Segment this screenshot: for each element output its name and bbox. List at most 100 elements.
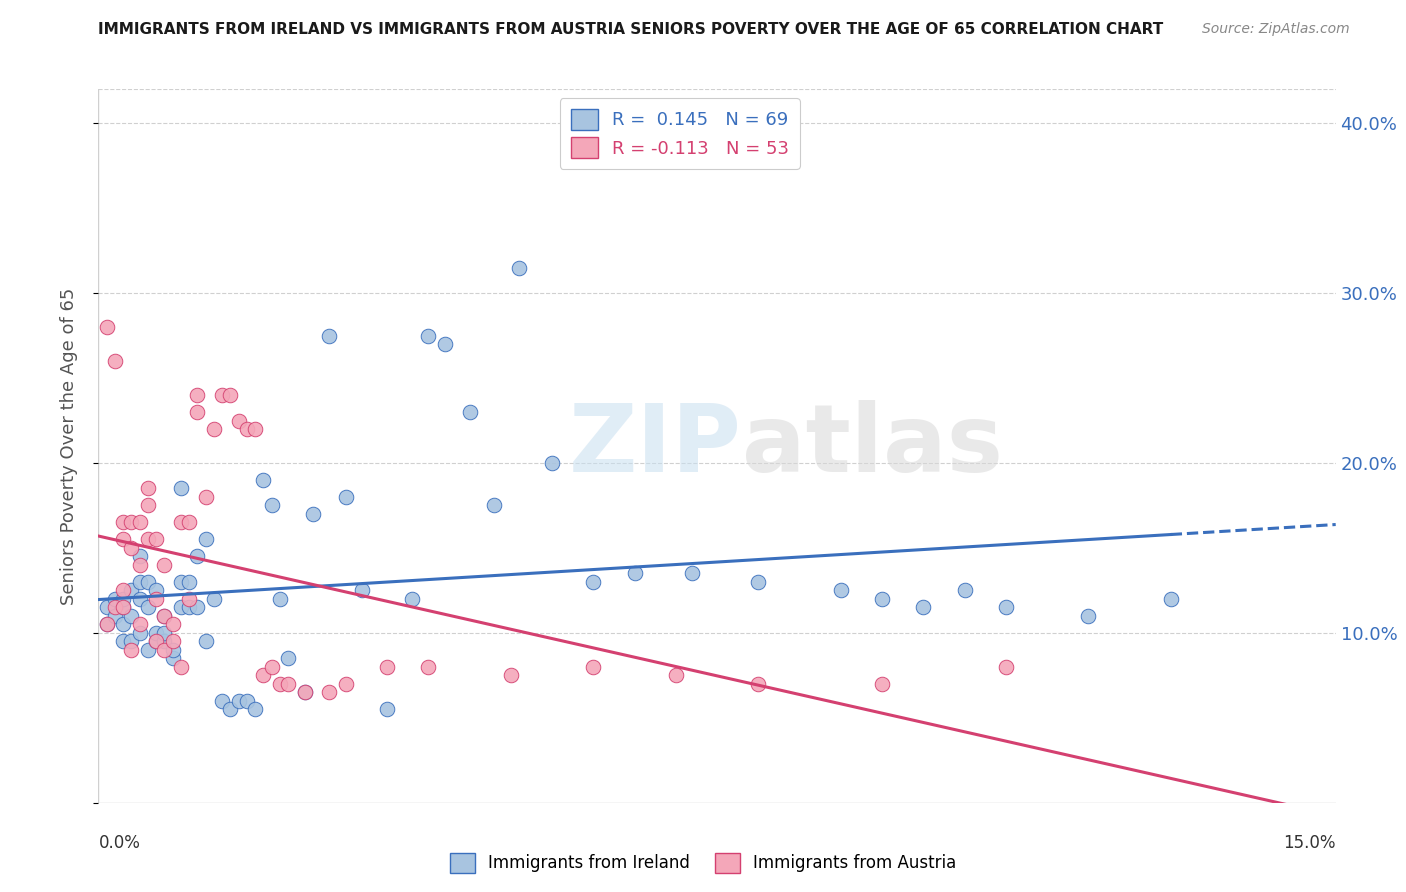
Point xyxy=(186,405,208,419)
Point xyxy=(194,533,217,547)
Point xyxy=(194,634,217,648)
Point xyxy=(128,558,150,572)
Point xyxy=(269,677,291,691)
Point xyxy=(145,533,167,547)
Point xyxy=(401,591,423,606)
Point xyxy=(582,660,605,674)
Point xyxy=(153,608,176,623)
Point xyxy=(681,566,703,581)
Point xyxy=(335,677,357,691)
Point xyxy=(418,328,440,343)
Point xyxy=(277,651,299,665)
Point xyxy=(236,422,259,436)
Point xyxy=(170,574,193,589)
Point xyxy=(953,583,976,598)
Point xyxy=(128,574,150,589)
Point xyxy=(153,634,176,648)
Point xyxy=(128,516,150,530)
Point xyxy=(145,634,167,648)
Point xyxy=(112,600,135,615)
Point xyxy=(243,422,266,436)
Point xyxy=(260,499,283,513)
Point xyxy=(153,643,176,657)
Point xyxy=(582,574,605,589)
Point xyxy=(145,634,167,648)
Point xyxy=(433,337,456,351)
Point xyxy=(352,583,374,598)
Point xyxy=(136,499,159,513)
Point xyxy=(96,600,118,615)
Point xyxy=(136,574,159,589)
Point xyxy=(104,354,127,368)
Point xyxy=(260,660,283,674)
Point xyxy=(170,600,193,615)
Point xyxy=(508,260,530,275)
Point xyxy=(145,583,167,598)
Point xyxy=(243,702,266,716)
Point xyxy=(252,668,274,682)
Point xyxy=(211,694,233,708)
Point xyxy=(179,516,201,530)
Point xyxy=(870,591,893,606)
Point xyxy=(112,634,135,648)
Point xyxy=(318,685,340,699)
Point xyxy=(194,490,217,504)
Point xyxy=(112,516,135,530)
Point xyxy=(277,677,299,691)
Point xyxy=(335,490,357,504)
Point xyxy=(120,643,142,657)
Legend: R =  0.145   N = 69, R = -0.113   N = 53: R = 0.145 N = 69, R = -0.113 N = 53 xyxy=(560,98,800,169)
Point xyxy=(112,583,135,598)
Text: 15.0%: 15.0% xyxy=(1284,834,1336,852)
Point xyxy=(120,516,142,530)
Point xyxy=(747,677,769,691)
Point xyxy=(120,634,142,648)
Point xyxy=(484,499,506,513)
Point xyxy=(170,482,193,496)
Point xyxy=(318,328,340,343)
Point xyxy=(870,677,893,691)
Point xyxy=(375,702,398,716)
Text: 0.0%: 0.0% xyxy=(98,834,141,852)
Point xyxy=(162,617,184,632)
Point xyxy=(179,591,201,606)
Point xyxy=(294,685,316,699)
Point xyxy=(211,388,233,402)
Point xyxy=(104,608,127,623)
Point xyxy=(747,574,769,589)
Point xyxy=(375,660,398,674)
Point xyxy=(1160,591,1182,606)
Point xyxy=(145,591,167,606)
Point xyxy=(96,617,118,632)
Text: Source: ZipAtlas.com: Source: ZipAtlas.com xyxy=(1202,22,1350,37)
Point xyxy=(186,600,208,615)
Point xyxy=(112,533,135,547)
Point xyxy=(136,643,159,657)
Point xyxy=(128,549,150,564)
Point xyxy=(219,702,242,716)
Point xyxy=(136,533,159,547)
Point xyxy=(294,685,316,699)
Point xyxy=(153,626,176,640)
Point xyxy=(153,558,176,572)
Point xyxy=(252,473,274,487)
Point xyxy=(112,600,135,615)
Point xyxy=(994,600,1017,615)
Point xyxy=(162,634,184,648)
Point xyxy=(236,694,259,708)
Point xyxy=(994,660,1017,674)
Point xyxy=(170,660,193,674)
Point xyxy=(120,583,142,598)
Legend: Immigrants from Ireland, Immigrants from Austria: Immigrants from Ireland, Immigrants from… xyxy=(443,847,963,880)
Text: atlas: atlas xyxy=(742,400,1002,492)
Point xyxy=(202,591,225,606)
Point xyxy=(179,600,201,615)
Point xyxy=(202,422,225,436)
Point xyxy=(120,541,142,555)
Point xyxy=(153,608,176,623)
Y-axis label: Seniors Poverty Over the Age of 65: Seniors Poverty Over the Age of 65 xyxy=(59,287,77,605)
Point xyxy=(499,668,522,682)
Point xyxy=(162,643,184,657)
Point xyxy=(136,482,159,496)
Point xyxy=(228,413,250,427)
